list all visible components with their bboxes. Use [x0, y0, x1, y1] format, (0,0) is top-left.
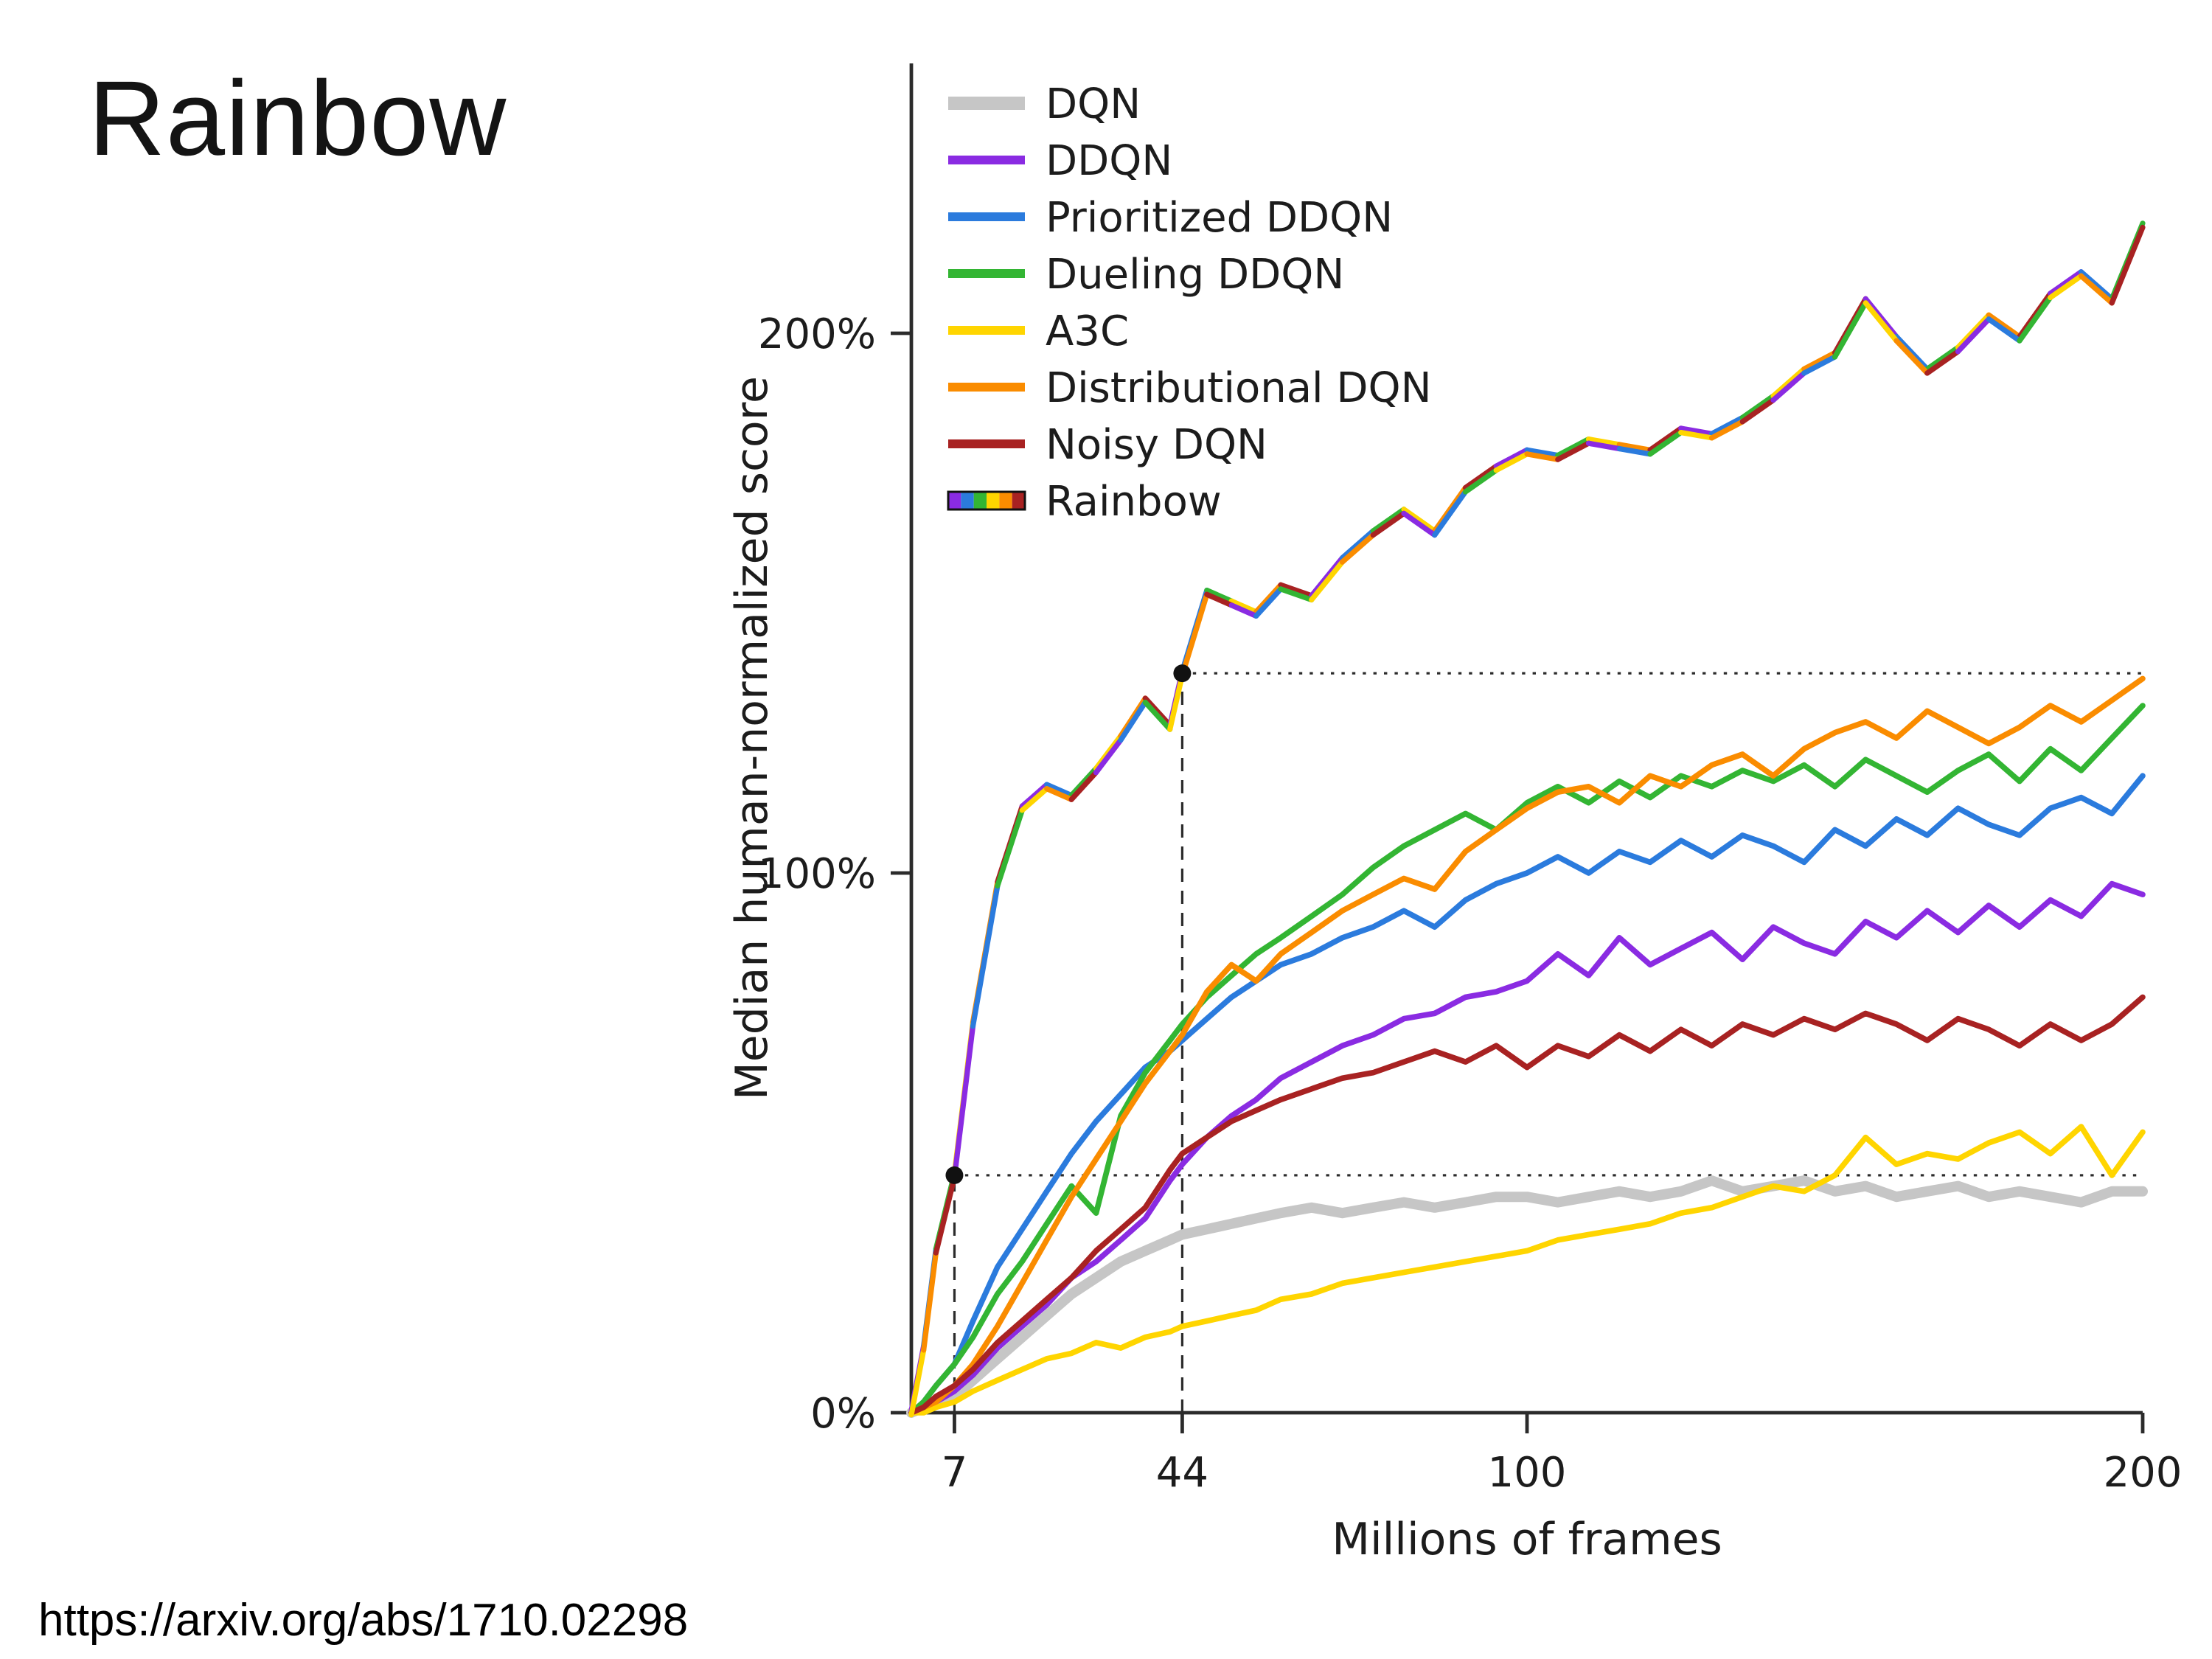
annotation-point	[945, 1166, 964, 1184]
legend-label: Noisy DQN	[1046, 421, 1267, 469]
series-line-noisy-dqn	[908, 994, 2146, 1416]
x-tick-label: 44	[1156, 1449, 1208, 1497]
rainbow-swatch-icon	[947, 490, 1026, 511]
legend-label: Prioritized DDQN	[1046, 194, 1393, 242]
page-title: Rainbow	[88, 60, 507, 178]
legend-item-distributional-dqn: Distributional DQN	[948, 364, 1431, 412]
series-line-ddqn	[908, 880, 2146, 1416]
y-axis-title: Median human-normalized score	[726, 376, 778, 1100]
series-line-distributional-dqn	[908, 675, 2146, 1416]
legend-label: Dueling DDQN	[1046, 251, 1344, 299]
series-line-rainbow	[908, 220, 2146, 1418]
legend-item-a3c: A3C	[948, 307, 1129, 355]
x-tick-label: 7	[942, 1449, 968, 1497]
source-link[interactable]: https://arxiv.org/abs/1710.02298	[38, 1594, 689, 1646]
y-tick-label: 100%	[758, 850, 876, 898]
x-tick-label: 200	[2104, 1449, 2183, 1497]
series-line-dueling-ddqn	[908, 703, 2146, 1416]
rainbow-performance-chart: 0% 100% 200% 7 44 100 200 Millions of frames Med…	[690, 41, 2183, 1607]
legend-item-rainbow: Rainbow	[947, 478, 1222, 526]
legend-item-prioritized-ddqn: Prioritized DDQN	[948, 194, 1393, 242]
y-tick-label: 0%	[810, 1390, 876, 1438]
legend-label: DQN	[1046, 80, 1141, 128]
legend-item-noisy-dqn: Noisy DQN	[948, 421, 1267, 469]
legend-label: DDQN	[1046, 137, 1172, 185]
legend-item-dqn: DQN	[948, 80, 1141, 128]
series-line-prioritized-ddqn	[908, 773, 2146, 1416]
legend-item-ddqn: DDQN	[948, 137, 1172, 185]
x-tick-label: 100	[1488, 1449, 1567, 1497]
chart-canvas: 0% 100% 200% 7 44 100 200 Millions of frames Med…	[726, 63, 2183, 1565]
legend-label: A3C	[1046, 307, 1129, 355]
y-tick-label: 200%	[758, 310, 876, 358]
legend-item-dueling-ddqn: Dueling DDQN	[948, 251, 1344, 299]
series-line-a3c	[908, 1124, 2146, 1416]
legend-label: Rainbow	[1046, 478, 1222, 526]
series-line-dqn	[906, 1175, 2148, 1418]
annotation-point	[1173, 664, 1192, 683]
x-axis-title: Millions of frames	[1332, 1514, 1722, 1565]
legend-label: Distributional DQN	[1046, 364, 1431, 412]
